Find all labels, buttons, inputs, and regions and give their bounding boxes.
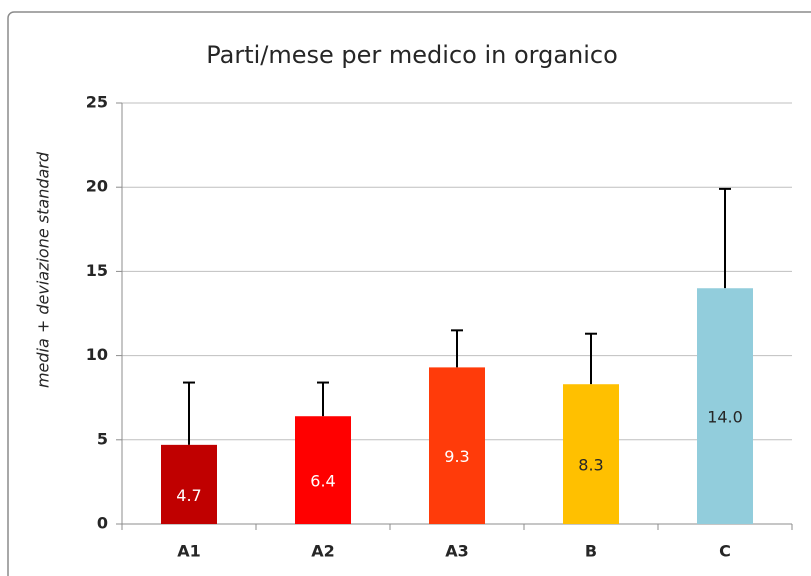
y-tick-label: 10	[86, 345, 108, 364]
y-tick-label: 5	[97, 429, 108, 448]
bar	[697, 288, 753, 524]
y-tick-label: 15	[86, 261, 108, 280]
bar	[295, 416, 351, 524]
x-tick-label: C	[719, 542, 731, 561]
y-tick-label: 25	[86, 93, 108, 112]
value-label: 14.0	[707, 408, 743, 427]
value-label: 6.4	[310, 472, 335, 491]
value-label: 9.3	[444, 447, 469, 466]
y-axis-label: media + deviazione standard	[34, 151, 53, 388]
bar	[429, 367, 485, 524]
x-tick-label: B	[585, 542, 597, 561]
chart-title: Parti/mese per medico in organico	[206, 41, 618, 69]
chart-frame	[7, 11, 811, 576]
x-tick-label: A2	[311, 542, 335, 561]
y-tick-label: 20	[86, 177, 108, 196]
value-label: 4.7	[176, 486, 201, 505]
bar	[563, 384, 619, 524]
y-tick-label: 0	[97, 514, 108, 533]
value-label: 8.3	[578, 456, 603, 475]
bar	[161, 444, 217, 524]
x-tick-label: A3	[445, 542, 469, 561]
x-tick-label: A1	[177, 542, 201, 561]
